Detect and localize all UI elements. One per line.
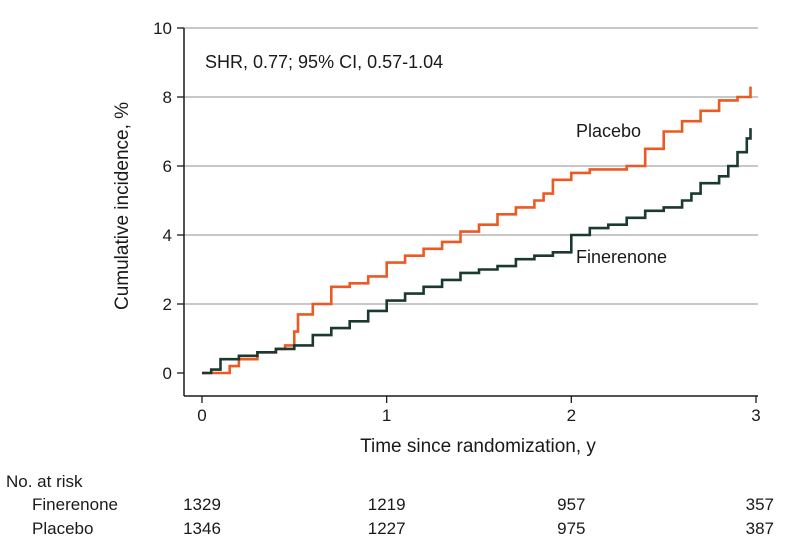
y-tick-label-0: 0 <box>163 364 172 383</box>
gridlines <box>184 27 758 305</box>
x-tick-label-0: 0 <box>197 406 206 425</box>
y-tick-label-2: 2 <box>163 295 172 314</box>
series-label-placebo: Placebo <box>576 121 641 141</box>
risk-value-placebo-1: 1227 <box>368 519 406 538</box>
risk-table-title: No. at risk <box>6 472 83 491</box>
risk-value-placebo-0: 1346 <box>183 519 221 538</box>
risk-value-finerenone-2: 957 <box>557 495 585 514</box>
risk-value-placebo-2: 975 <box>557 519 585 538</box>
y-tick-label-6: 6 <box>163 157 172 176</box>
shr-annotation: SHR, 0.77; 95% CI, 0.57-1.04 <box>205 52 443 72</box>
x-axis-title: Time since randomization, y <box>360 436 596 457</box>
risk-value-finerenone-3: 357 <box>746 495 774 514</box>
y-tick-label-10: 10 <box>153 19 172 38</box>
x-tick-label-2: 2 <box>567 406 576 425</box>
series-lines <box>202 86 752 375</box>
risk-value-finerenone-1: 1219 <box>368 495 406 514</box>
series-line-placebo <box>202 86 752 375</box>
y-tick-label-8: 8 <box>163 88 172 107</box>
y-tick-label-4: 4 <box>163 226 172 245</box>
risk-table: No. at risk Finerenone Placebo 1329 1219 9… <box>6 472 774 538</box>
risk-row-label-placebo: Placebo <box>32 519 93 538</box>
series-line-finerenone <box>202 128 752 375</box>
risk-table-values: 1329 1219 957 357 1346 1227 975 387 <box>183 495 774 538</box>
risk-row-label-finerenone: Finerenone <box>32 495 118 514</box>
y-axis-title: Cumulative incidence, % <box>112 102 133 310</box>
risk-value-placebo-3: 387 <box>746 519 774 538</box>
axes: 0 2 4 6 8 10 0 1 2 3 <box>153 19 761 425</box>
x-tick-label-3: 3 <box>751 406 760 425</box>
risk-value-finerenone-0: 1329 <box>183 495 221 514</box>
series-label-finerenone: Finerenone <box>576 247 667 267</box>
x-tick-label-1: 1 <box>382 406 391 425</box>
